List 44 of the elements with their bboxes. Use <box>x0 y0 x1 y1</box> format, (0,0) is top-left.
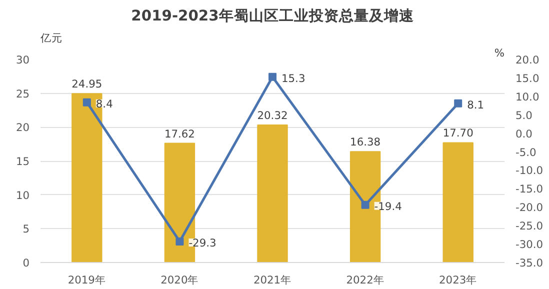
data-label: 8.4 <box>96 97 114 110</box>
y-axis-title: 亿元 <box>40 32 62 44</box>
x-tick-label: 2019年 <box>68 274 106 286</box>
y2-tick-label: 5.0 <box>516 108 533 122</box>
point <box>268 72 276 81</box>
y2-tick-label: -10.0 <box>516 164 544 178</box>
y2-tick-label: -5.0 <box>516 146 537 159</box>
y2-tick-label: 10.0 <box>516 90 540 104</box>
data-label: 24.95 <box>72 78 102 91</box>
y-tick-label: 10 <box>16 188 30 202</box>
point <box>361 200 370 209</box>
data-label: 20.32 <box>257 109 288 122</box>
y2-tick-label: -20.0 <box>516 201 544 214</box>
data-label: -19.4 <box>374 200 402 213</box>
x-tick-label: 2023年 <box>439 274 478 286</box>
data-label: 15.3 <box>282 72 306 85</box>
x-tick-label: 2022年 <box>346 274 384 286</box>
y-tick-label: 0 <box>22 256 30 270</box>
y-tick-label: 20 <box>16 121 30 134</box>
y2-tick-label: 20.0 <box>516 54 540 66</box>
y2-tick-label: 15.0 <box>516 72 540 85</box>
data-label: 8.1 <box>467 98 484 112</box>
y2-tick-label: -25.0 <box>516 220 544 233</box>
bar <box>257 124 288 262</box>
data-label: -29.3 <box>188 236 216 250</box>
x-tick-label: 2020年 <box>160 274 199 286</box>
data-label: 17.62 <box>164 127 195 140</box>
x-tick-label: 2021年 <box>253 274 292 286</box>
y2-tick-label: 0.0 <box>516 127 533 140</box>
point <box>82 98 91 106</box>
y-tick-label: 15 <box>16 155 30 168</box>
chart-title: 2019-2023年蜀山区工业投资总量及增速 <box>131 8 415 24</box>
data-label: 17.70 <box>442 126 474 140</box>
data-label: 16.38 <box>350 136 381 149</box>
y2-tick-label: -15.0 <box>516 182 544 196</box>
bar <box>442 142 474 262</box>
y-tick-label: 5 <box>22 222 30 236</box>
point <box>176 237 184 246</box>
y2-tick-label: -30.0 <box>516 238 544 252</box>
y-tick-label: 25 <box>16 87 30 100</box>
y2-axis-title: % <box>494 46 505 60</box>
y-tick-label: 30 <box>16 54 30 66</box>
point <box>454 99 462 108</box>
y2-tick-label: -35.0 <box>516 256 544 270</box>
